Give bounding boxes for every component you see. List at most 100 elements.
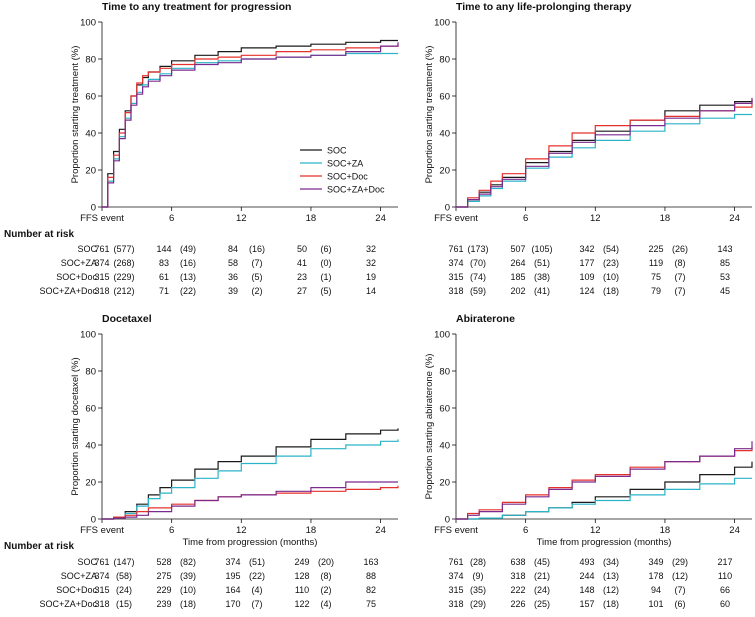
y-tick-label: 40	[439, 441, 450, 452]
y-tick-label: 20	[439, 478, 450, 489]
risk-cell: 349	[648, 557, 663, 567]
risk-cell: 71	[159, 286, 169, 296]
y-tick-label: 80	[439, 367, 450, 378]
risk-cell: (6)	[675, 599, 686, 609]
risk-cell: 318	[94, 599, 109, 609]
risk-cell: 249	[294, 557, 309, 567]
series-line-soc-za	[456, 477, 752, 520]
risk-row-label: SOC+ZA	[61, 571, 97, 581]
risk-cell: 88	[366, 571, 376, 581]
y-tick-label: 60	[439, 92, 450, 103]
risk-cell: (35)	[470, 585, 486, 595]
risk-cell: 222	[510, 585, 525, 595]
risk-table-header: Number at risk	[4, 541, 74, 552]
risk-cell: (13)	[603, 571, 619, 581]
risk-cell: 638	[510, 557, 525, 567]
risk-cell: (22)	[180, 286, 196, 296]
x-tick-label: 12	[590, 213, 601, 224]
risk-cell: (59)	[470, 286, 486, 296]
chart-title: Time to any treatment for progression	[102, 1, 291, 13]
risk-cell: 19	[366, 272, 376, 282]
x-tick-label: 24	[729, 213, 740, 224]
risk-cell: 315	[94, 272, 109, 282]
risk-row-label: SOC	[77, 557, 97, 567]
y-tick-label: 0	[445, 203, 450, 214]
risk-cell: 144	[156, 244, 171, 254]
y-tick-label: 60	[85, 92, 96, 103]
series-line-soc-doc	[102, 44, 399, 208]
risk-cell: 318	[94, 286, 109, 296]
risk-cell: 170	[225, 599, 240, 609]
y-axis-label: Proportion starting treatment (%)	[70, 46, 81, 184]
risk-cell: (38)	[534, 272, 550, 282]
risk-cell: 374	[448, 258, 463, 268]
risk-cell: (577)	[113, 244, 134, 254]
risk-cell: (24)	[534, 585, 550, 595]
risk-cell: 66	[720, 585, 730, 595]
panel-abiraterone: Abiraterone 0 20 40 60 80 100 FFS event 6 12 18 24 P…	[424, 313, 753, 548]
y-tick-label: 40	[439, 129, 450, 140]
risk-cell: (1)	[321, 272, 332, 282]
y-tick-label: 100	[80, 18, 96, 29]
risk-cell: 14	[366, 286, 376, 296]
risk-cell: 122	[294, 599, 309, 609]
risk-cell: (105)	[531, 244, 552, 254]
y-axis-label: Proportion starting abiraterone (%)	[424, 354, 435, 500]
risk-cell: 32	[366, 244, 376, 254]
risk-cell: 315	[448, 272, 463, 282]
risk-cell: 239	[156, 599, 171, 609]
risk-cell: 110	[295, 585, 309, 595]
risk-row-label: SOC+ZA+Doc	[39, 599, 97, 609]
panel-docetaxel: Docetaxel 0 20 40 60 80 100 FFS event 6 12 18 24 Pro…	[70, 313, 399, 548]
legend-label: SOC+Doc	[327, 172, 368, 182]
risk-cell: 45	[720, 286, 730, 296]
risk-cell: (18)	[603, 599, 619, 609]
panel-any-treatment: Time to any treatment for progression 0 20…	[70, 1, 399, 224]
risk-cell: 84	[228, 244, 238, 254]
risk-cell: (16)	[180, 258, 196, 268]
risk-cell: 275	[156, 571, 171, 581]
y-tick-label: 100	[80, 330, 96, 341]
x-tick-label: FFS event	[434, 213, 478, 224]
risk-cell: 244	[579, 571, 594, 581]
risk-cell: 23	[297, 272, 307, 282]
legend-label: SOC+ZA+Doc	[327, 185, 385, 195]
risk-cell: 178	[648, 571, 663, 581]
risk-cell: 264	[510, 258, 525, 268]
risk-cell: (25)	[534, 599, 550, 609]
risk-cell: 761	[94, 244, 109, 254]
risk-row-label: SOC+Doc	[56, 585, 97, 595]
y-tick-label: 60	[439, 404, 450, 415]
risk-cell: 315	[448, 585, 463, 595]
risk-cell: (6)	[321, 244, 332, 254]
x-tick-label: 6	[523, 525, 528, 536]
chart-title: Abiraterone	[456, 313, 515, 325]
y-tick-label: 60	[85, 404, 96, 415]
y-tick-label: 40	[85, 441, 96, 452]
series-line-soc-doc	[456, 99, 753, 208]
chart-title: Time to any life-prolonging therapy	[456, 1, 632, 13]
risk-cell: 79	[651, 286, 661, 296]
risk-cell: 342	[579, 244, 594, 254]
risk-cell: (82)	[180, 557, 196, 567]
risk-cell: (18)	[180, 599, 196, 609]
risk-row-label: SOC+ZA+Doc	[39, 286, 97, 296]
risk-cell: 119	[649, 258, 663, 268]
risk-cell: 226	[510, 599, 525, 609]
x-tick-label: 18	[306, 525, 317, 536]
risk-cell: 318	[448, 599, 463, 609]
risk-cell: 761	[94, 557, 109, 567]
risk-cell: 374	[225, 557, 240, 567]
risk-cell: 315	[94, 585, 109, 595]
risk-row-label: SOC+Doc	[56, 272, 97, 282]
x-tick-label: FFS event	[80, 525, 124, 536]
risk-cell: (18)	[603, 286, 619, 296]
risk-cell: 128	[294, 571, 309, 581]
legend-label: SOC	[327, 146, 347, 156]
risk-cell: (20)	[318, 557, 334, 567]
risk-cell: 202	[510, 286, 525, 296]
risk-cell: 124	[579, 286, 594, 296]
risk-cell: (49)	[180, 244, 196, 254]
